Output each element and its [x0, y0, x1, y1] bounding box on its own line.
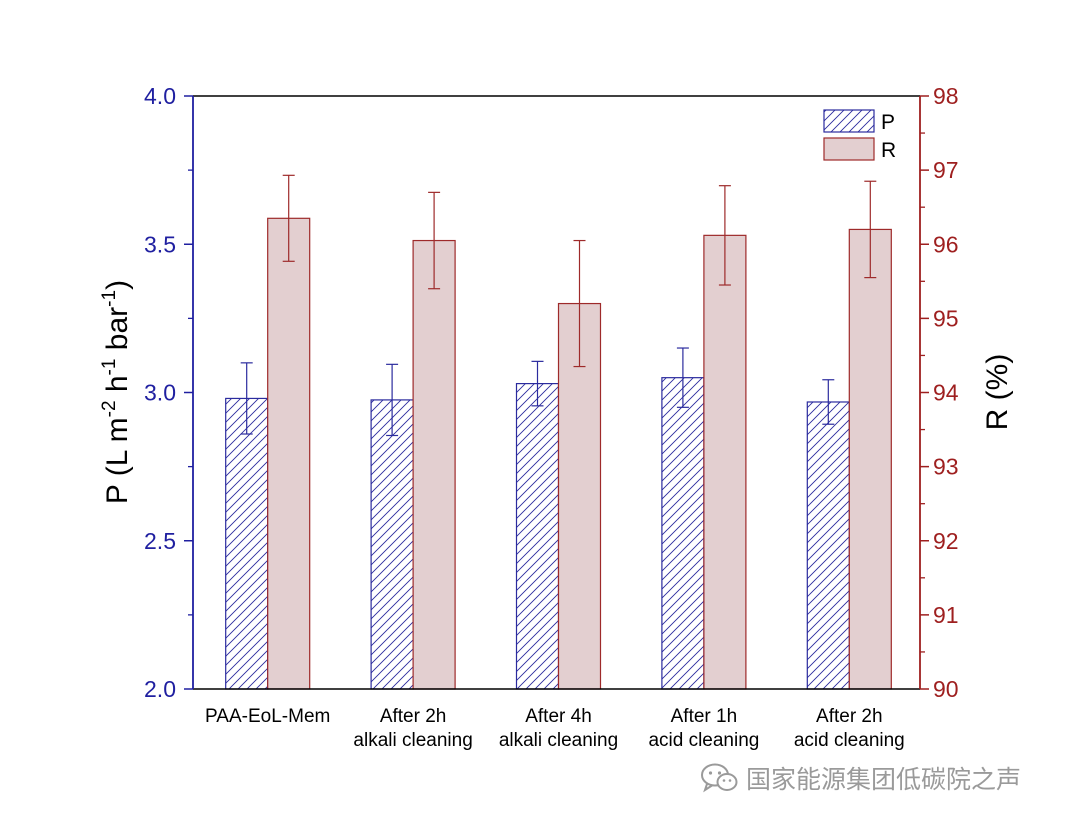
- left-tick-label: 2.5: [144, 528, 176, 554]
- legend-swatch-p: [823, 109, 875, 133]
- x-tick-label: PAA-EoL-Mem: [205, 706, 330, 727]
- bar-p-0: [225, 397, 269, 690]
- error-bar-p-1: [386, 363, 399, 437]
- legend-label-p: P: [881, 111, 895, 134]
- error-bar-p-2: [531, 360, 544, 407]
- error-bar-p-4: [822, 379, 835, 425]
- right-tick-label: 94: [933, 380, 959, 406]
- bar-p-1: [370, 399, 414, 690]
- x-tick-label: After 4h alkali cleaning: [499, 706, 618, 751]
- bar-r-0: [267, 217, 311, 690]
- bar-r-4: [848, 228, 892, 690]
- bar-p-3: [661, 377, 705, 690]
- left-tick-label: 4.0: [144, 83, 176, 109]
- error-bar-p-0: [240, 362, 253, 435]
- error-bar-r-1: [428, 191, 441, 290]
- y-axis-label-left: P (L m-2 h-1 bar-1): [99, 280, 134, 504]
- x-tick-label: After 2h acid cleaning: [794, 706, 905, 751]
- right-tick-label: 92: [933, 528, 959, 554]
- legend-swatch-r: [823, 137, 875, 161]
- right-tick-label: 97: [933, 157, 959, 183]
- bar-p-4: [806, 401, 850, 690]
- right-tick-label: 98: [933, 83, 959, 109]
- left-tick-label: 3.0: [144, 380, 176, 406]
- x-tick-label: After 1h acid cleaning: [648, 706, 759, 751]
- left-tick-label: 2.0: [144, 676, 176, 702]
- right-tick-label: 90: [933, 676, 959, 702]
- right-tick-label: 96: [933, 231, 959, 257]
- right-tick-label: 93: [933, 454, 959, 480]
- watermark: 国家能源集团低碳院之声: [700, 758, 1021, 798]
- legend-label-r: R: [881, 139, 896, 162]
- right-tick-label: 95: [933, 305, 959, 331]
- error-bar-r-0: [282, 174, 295, 262]
- right-tick-label: 91: [933, 602, 959, 628]
- error-bar-r-2: [573, 239, 586, 368]
- error-bar-r-4: [864, 180, 877, 279]
- bar-r-3: [703, 234, 747, 690]
- error-bar-p-3: [676, 347, 689, 408]
- watermark-text: 国家能源集团低碳院之声: [746, 765, 1022, 794]
- bar-r-2: [557, 302, 602, 690]
- wechat-icon: [701, 763, 738, 793]
- bar-p-2: [515, 383, 560, 690]
- y-axis-label-right: R (%): [981, 354, 1014, 431]
- legend: PR: [823, 109, 896, 162]
- left-tick-label: 3.5: [144, 231, 176, 257]
- bar-r-1: [412, 239, 456, 690]
- error-bar-r-3: [718, 185, 731, 286]
- x-tick-label: After 2h alkali cleaning: [353, 706, 472, 751]
